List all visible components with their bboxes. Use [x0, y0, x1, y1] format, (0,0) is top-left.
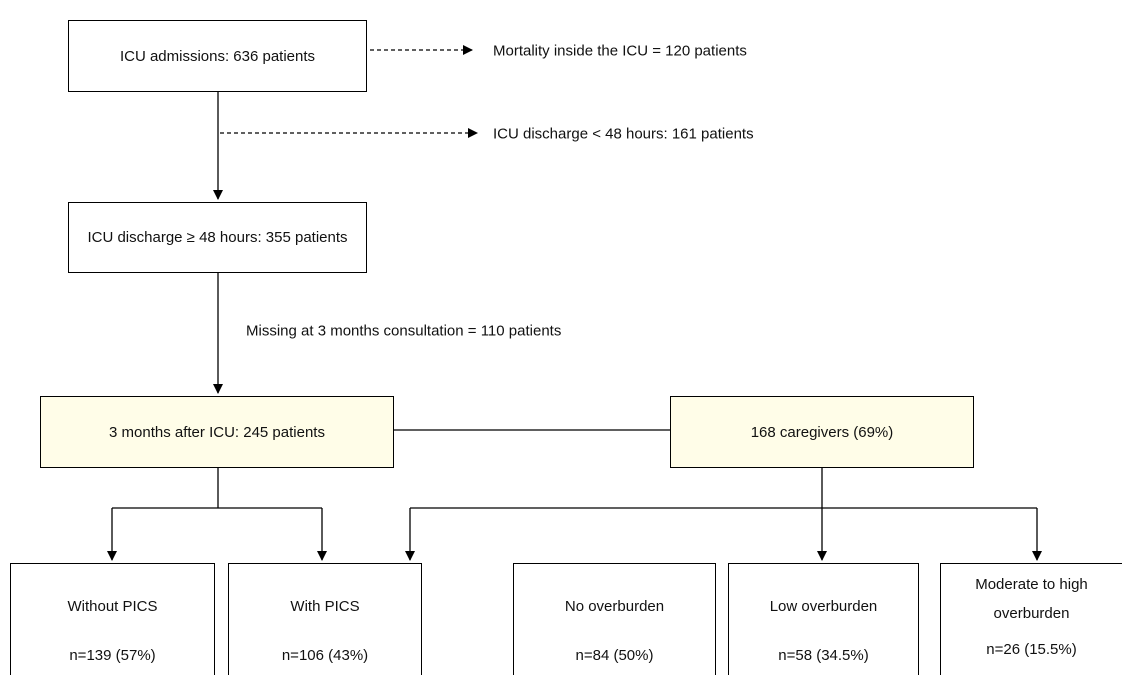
box-count: n=139 (57%) [69, 647, 156, 664]
box-label: ICU discharge ≥ 48 hours: 355 patients [87, 229, 348, 246]
box-count: n=84 (50%) [575, 647, 654, 664]
box: ICU discharge ≥ 48 hours: 355 patients [68, 202, 367, 273]
box: 3 months after ICU: 245 patients [40, 396, 394, 468]
box-count: n=106 (43%) [281, 647, 369, 664]
box: Low overburden n=58 (34.5%) [728, 563, 919, 675]
box: Without PICS n=139 (57%) [10, 563, 215, 675]
box-label: 168 caregivers (69%) [750, 423, 894, 441]
box-label: ICU admissions: 636 patients [119, 47, 316, 65]
box-label: No overburden [564, 598, 665, 615]
exclusion-note: Missing at 3 months consultation = 110 p… [246, 322, 562, 340]
box-label: 3 months after ICU: 245 patients [109, 423, 325, 441]
exclusion-note: Mortality inside the ICU = 120 patients [493, 42, 747, 60]
box: With PICS n=106 (43%) [228, 563, 422, 675]
box-count: n=26 (15.5%) [986, 641, 1077, 658]
box-label: Moderate to high overburden [975, 576, 1088, 622]
box: No overburden n=84 (50%) [513, 563, 716, 675]
box-label: With PICS [290, 598, 360, 615]
box: Moderate to high overburden n=26 (15.5%) [940, 563, 1122, 675]
box: ICU admissions: 636 patients [68, 20, 367, 92]
box-label: Low overburden [769, 598, 878, 615]
box-label: Without PICS [67, 598, 158, 615]
exclusion-note: ICU discharge < 48 hours: 161 patients [493, 125, 754, 143]
box-count: n=58 (34.5%) [778, 647, 869, 664]
box: 168 caregivers (69%) [670, 396, 974, 468]
